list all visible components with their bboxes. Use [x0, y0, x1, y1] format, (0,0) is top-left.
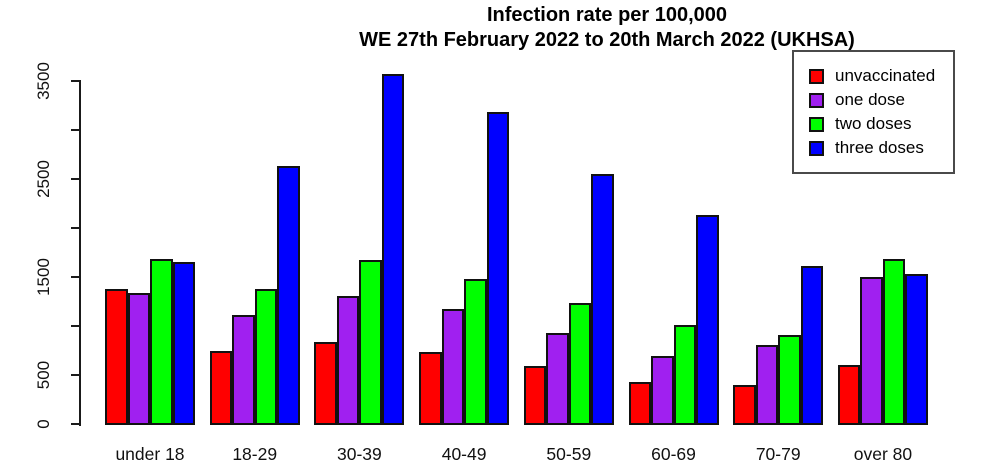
y-axis-tick [71, 423, 80, 425]
plot-area [105, 53, 928, 425]
bar-unvaccinated-under-18 [105, 289, 128, 425]
bar-group-70-79 [733, 266, 824, 425]
y-axis-tick [71, 128, 80, 131]
bar-two-doses-under-18 [150, 259, 173, 425]
bar-group-60-69 [628, 215, 719, 425]
y-axis-tick [71, 79, 80, 82]
bar-unvaccinated-40-49 [419, 352, 442, 425]
bar-unvaccinated-over-80 [837, 365, 861, 425]
bar-one-dose-over-80 [860, 277, 883, 425]
legend-swatch-icon [809, 68, 824, 84]
legend-label: three doses [835, 138, 924, 157]
y-axis-line [79, 80, 81, 426]
x-axis-label: 70-79 [755, 444, 801, 464]
bar-unvaccinated-70-79 [733, 385, 756, 425]
bar-three-doses-60-69 [696, 215, 719, 425]
y-axis-tick-label: 3500 [34, 61, 53, 100]
legend-item: two doses [809, 113, 947, 135]
bar-group-30-39 [314, 74, 405, 425]
bar-two-doses-60-69 [673, 325, 697, 425]
y-axis-tick [71, 324, 80, 327]
y-axis-tick-label: 2500 [34, 159, 53, 198]
legend-swatch-icon [809, 92, 824, 108]
bar-three-doses-40-49 [486, 112, 510, 425]
bar-three-doses-18-29 [277, 166, 300, 425]
bar-unvaccinated-50-59 [523, 366, 547, 425]
chart-title: Infection rate per 100,000 [486, 4, 728, 26]
y-axis-tick [71, 373, 80, 376]
y-axis-tick-label: 500 [34, 360, 53, 390]
bar-one-dose-40-49 [441, 309, 465, 425]
bar-one-dose-60-69 [651, 356, 674, 425]
bar-group-40-49 [419, 112, 510, 425]
legend-item: one dose [809, 89, 947, 111]
x-axis: under 18 18-29 30-39 40-49 50-59 60-69 70-79 ov… [105, 444, 928, 465]
bar-two-doses-30-39 [359, 260, 382, 425]
bar-three-doses-70-79 [800, 266, 824, 425]
legend-label: two doses [835, 114, 912, 133]
bar-two-doses-18-29 [254, 289, 278, 425]
bar-group-18-29 [209, 166, 300, 425]
y-axis-tick-label: 0 [34, 419, 53, 429]
x-axis-label: 60-69 [651, 444, 696, 464]
bar-unvaccinated-60-69 [628, 382, 652, 425]
bar-two-doses-40-49 [464, 279, 487, 425]
bar-group-under-18 [105, 259, 195, 425]
legend-box: unvaccinated one dose two doses three doses [792, 50, 955, 174]
bar-two-doses-50-59 [568, 303, 592, 425]
x-axis-label: 40-49 [441, 444, 487, 464]
bar-three-doses-30-39 [381, 74, 405, 425]
x-axis-label: under 18 [115, 444, 185, 464]
x-axis-label: 50-59 [546, 444, 592, 464]
y-axis-tick [71, 177, 80, 180]
bar-three-doses-50-59 [591, 174, 614, 425]
chart-titles: Infection rate per 100,000 WE 27th Febru… [210, 3, 1004, 53]
bar-one-dose-50-59 [546, 333, 569, 425]
bar-one-dose-under-18 [127, 293, 150, 425]
bar-three-doses-over-80 [905, 274, 928, 425]
bar-one-dose-18-29 [232, 315, 255, 425]
legend-item: unvaccinated [809, 65, 947, 87]
legend-swatch-icon [809, 140, 824, 156]
bar-unvaccinated-18-29 [209, 351, 233, 425]
y-axis-tick [71, 226, 80, 229]
x-axis-label: 30-39 [337, 444, 382, 464]
legend-swatch-icon [809, 116, 824, 132]
bar-two-doses-over-80 [882, 259, 906, 425]
bar-three-doses-under-18 [172, 262, 195, 425]
legend-label: unvaccinated [835, 66, 936, 85]
y-axis-tick-label: 1500 [34, 257, 53, 296]
legend-item: three doses [809, 137, 947, 159]
y-axis-tick [71, 275, 80, 278]
bar-one-dose-30-39 [336, 296, 360, 425]
bar-one-dose-70-79 [755, 345, 779, 425]
bar-group-50-59 [523, 174, 614, 425]
x-axis-label: over 80 [853, 444, 913, 464]
chart-subtitle: WE 27th February 2022 to 20th March 2022… [359, 29, 855, 51]
bar-group-over-80 [837, 259, 928, 425]
bar-unvaccinated-30-39 [314, 342, 337, 425]
legend-label: one dose [835, 90, 905, 109]
x-axis-label: 18-29 [232, 444, 278, 464]
bar-two-doses-70-79 [778, 335, 801, 425]
